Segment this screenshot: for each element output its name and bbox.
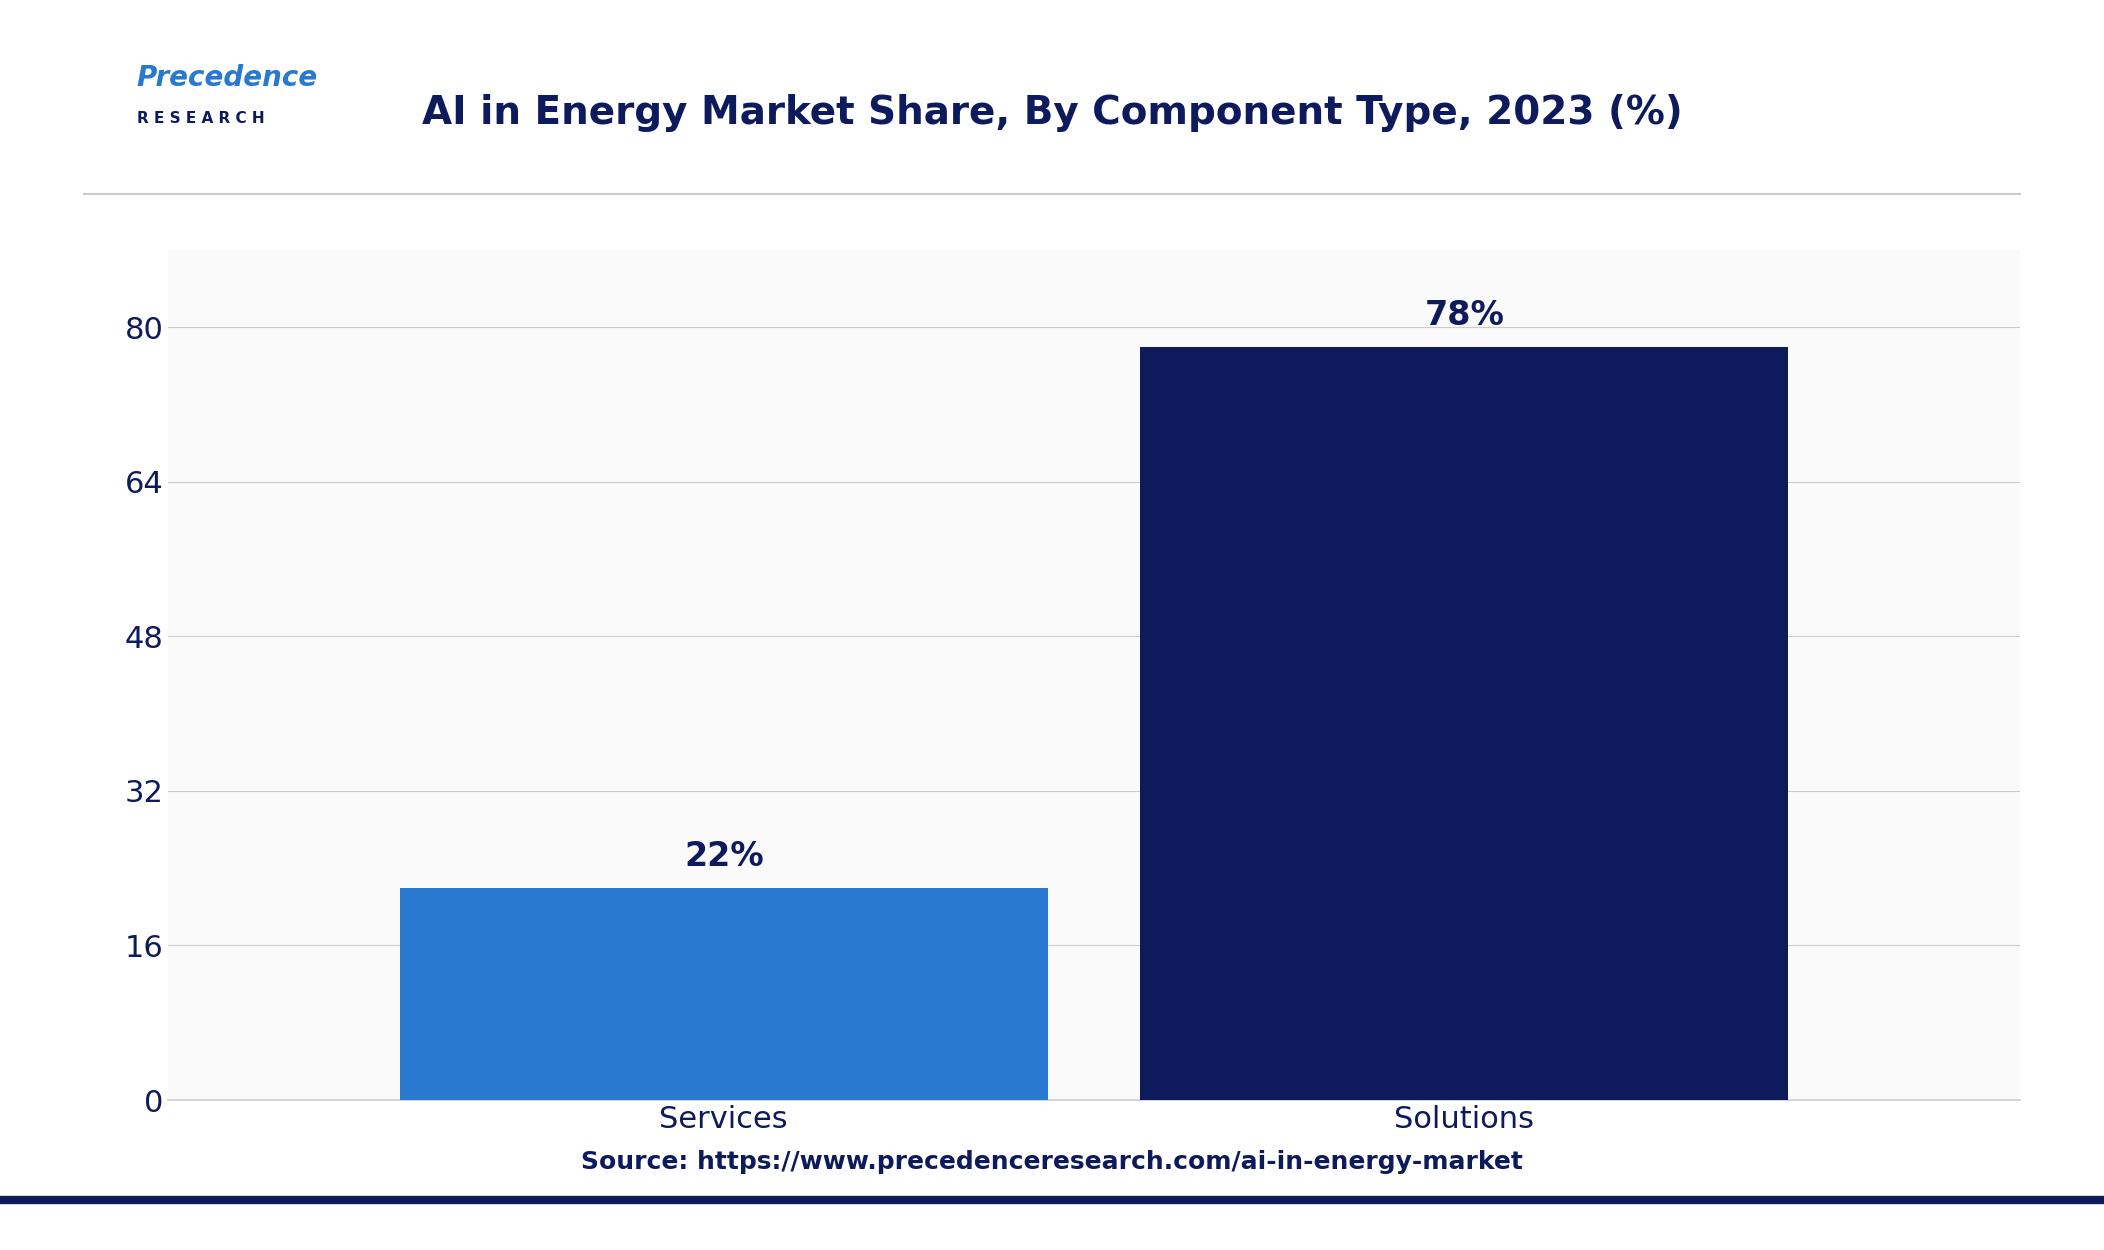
Text: Source: https://www.precedenceresearch.com/ai-in-energy-market: Source: https://www.precedenceresearch.c… — [581, 1150, 1523, 1175]
Bar — [400, 888, 1048, 1100]
Text: 78%: 78% — [1424, 299, 1504, 332]
Text: 22%: 22% — [684, 840, 764, 872]
Text: Precedence: Precedence — [137, 64, 318, 91]
Text: R E S E A R C H: R E S E A R C H — [137, 111, 265, 126]
Bar — [1140, 346, 1788, 1100]
Text: AI in Energy Market Share, By Component Type, 2023 (%): AI in Energy Market Share, By Component … — [421, 94, 1683, 131]
